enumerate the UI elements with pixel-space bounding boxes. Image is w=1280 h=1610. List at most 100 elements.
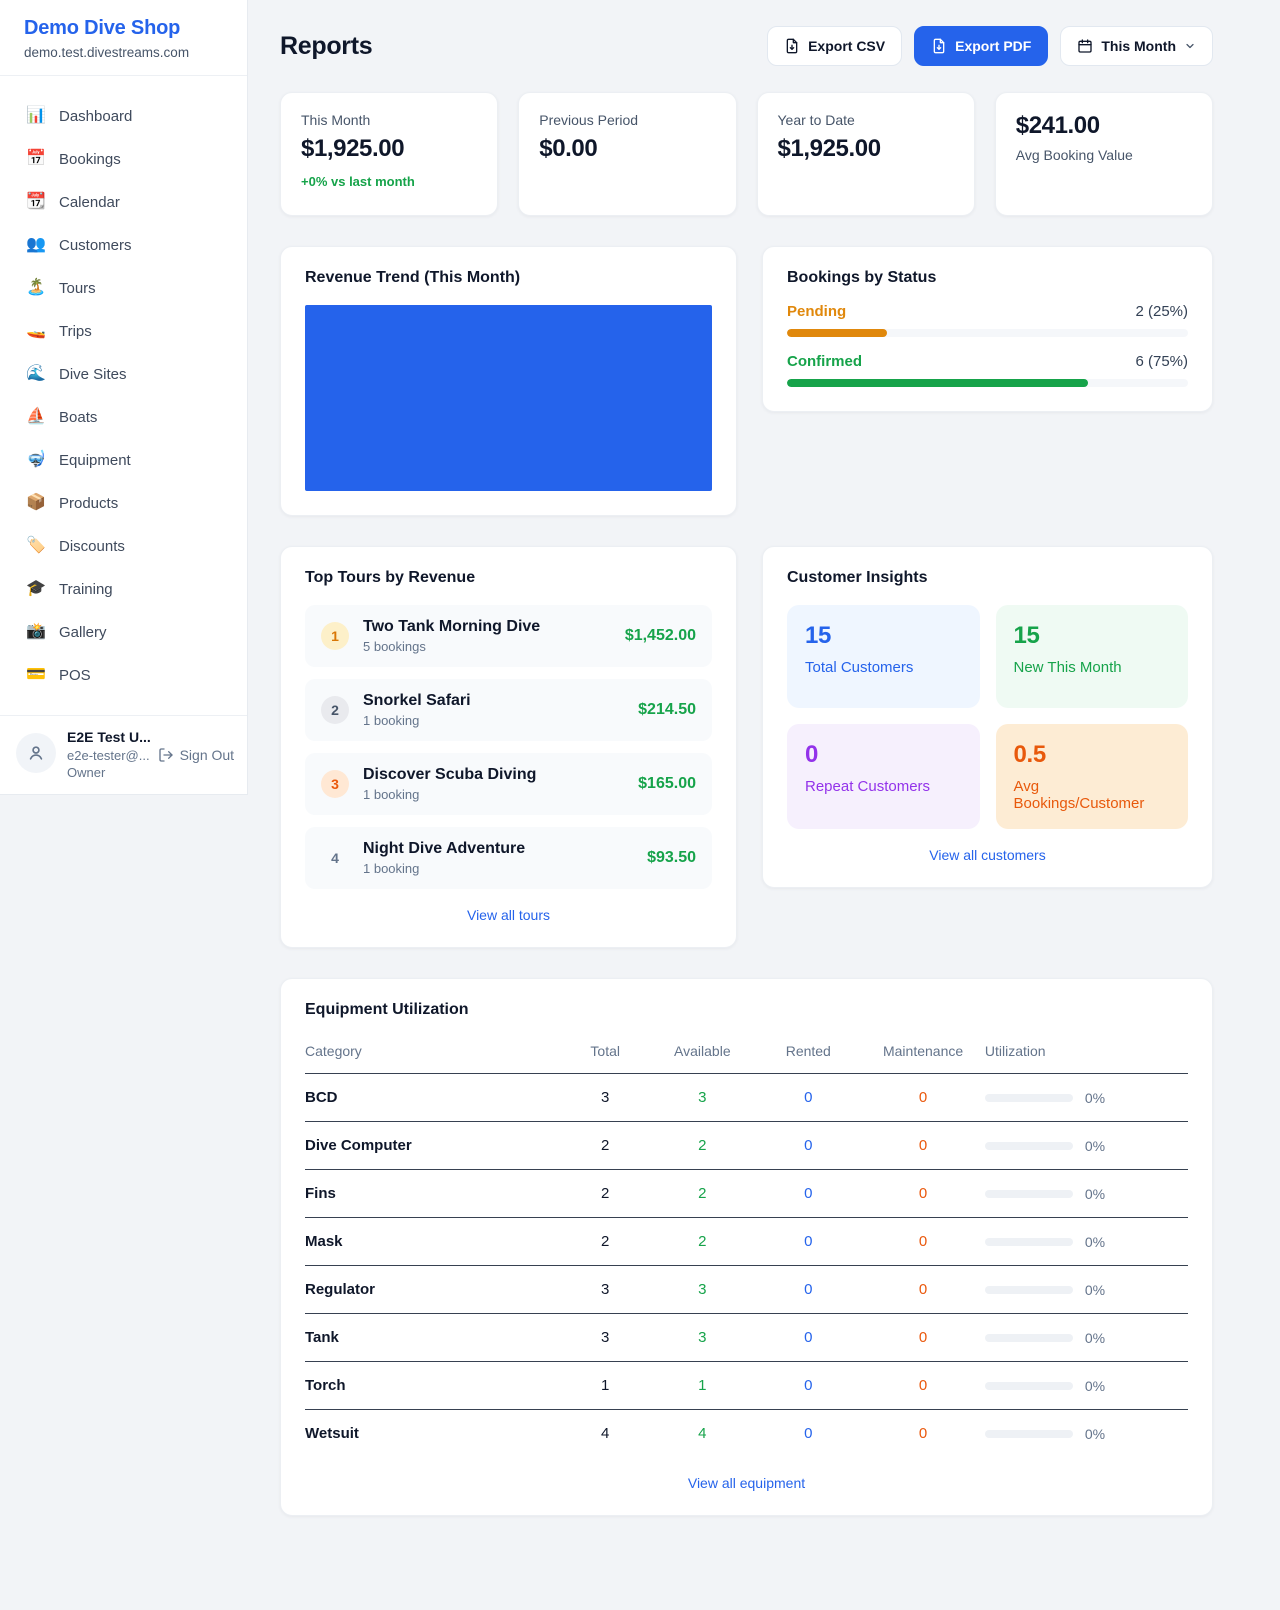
revenue-trend-panel: Revenue Trend (This Month) [280, 246, 737, 516]
utilization-bar [984, 1381, 1073, 1390]
tour-name: Night Dive Adventure [363, 840, 526, 857]
table-row: Dive Computer 2 2 0 0 0% [305, 1121, 1188, 1170]
utilization-cell: 0% [984, 1265, 1188, 1314]
utilization-cell: 0% [984, 1121, 1188, 1170]
sidebar-item-dive-sites[interactable]: 🌊 Dive Sites [14, 354, 233, 394]
sidebar-item-customers[interactable]: 👥 Customers [14, 225, 233, 265]
sidebar-item-tours[interactable]: 🏝️ Tours [14, 268, 233, 308]
view-all-tours-link[interactable]: View all tours [466, 907, 550, 923]
status-label: Confirmed [787, 353, 862, 370]
export-csv-label: Export CSV [808, 38, 886, 54]
utilization-cell: 0% [984, 1073, 1188, 1122]
sidebar-item-gallery[interactable]: 📸 Gallery [14, 612, 233, 652]
tour-name: Snorkel Safari [363, 692, 471, 709]
period-dropdown[interactable]: This Month [1060, 26, 1213, 66]
panel-title: Top Tours by Revenue [305, 569, 476, 586]
sidebar-item-bookings[interactable]: 📅 Bookings [14, 139, 233, 179]
calendar-icon [1078, 39, 1093, 53]
category-cell: Fins [305, 1169, 562, 1218]
list-item[interactable]: 4 Night Dive Adventure 1 booking $93.50 [305, 827, 712, 889]
header-actions: Export CSV Export PDF This Month [767, 26, 1213, 66]
stat-card-previous-period: Previous Period $0.00 [518, 92, 737, 216]
sidebar-item-calendar[interactable]: 📆 Calendar [14, 182, 233, 222]
table-row: Regulator 3 3 0 0 0% [305, 1265, 1188, 1314]
panel-title: Customer Insights [787, 569, 928, 586]
sidebar-item-training[interactable]: 🎓 Training [14, 569, 233, 609]
revenue-trend-chart [305, 305, 712, 491]
insight-card-repeat-customers: 0 Repeat Customers [787, 724, 980, 829]
utilization-pct: 0% [1084, 1089, 1106, 1106]
sidebar-item-label: Equipment [59, 451, 131, 469]
insight-value: 15 [805, 622, 832, 649]
rented-cell: 0 [755, 1121, 862, 1170]
sidebar-item-discounts[interactable]: 🏷️ Discounts [14, 526, 233, 566]
category-cell: Tank [305, 1313, 562, 1362]
total-cell: 2 [561, 1121, 650, 1170]
sidebar: Demo Dive Shop demo.test.divestreams.com… [0, 0, 248, 795]
sidebar-item-label: POS [59, 666, 91, 684]
insight-label: Total Customers [805, 659, 914, 676]
rank-badge: 3 [321, 770, 349, 798]
list-item[interactable]: 3 Discover Scuba Diving 1 booking $165.0… [305, 753, 712, 815]
file-download-icon [786, 38, 798, 54]
export-csv-button[interactable]: Export CSV [767, 26, 903, 66]
sidebar-item-label: Calendar [59, 193, 120, 211]
column-header: Total [590, 1043, 620, 1059]
category-cell: Dive Computer [305, 1121, 562, 1170]
tour-amount: $93.50 [647, 849, 696, 866]
sidebar-item-label: Training [59, 580, 113, 598]
main-content: Reports Export CSV Export PDF This Month [248, 0, 1280, 1556]
available-cell: 2 [649, 1121, 756, 1170]
sign-out-icon [158, 748, 173, 762]
stat-label: Avg Booking Value [1015, 147, 1133, 163]
sidebar-item-pos[interactable]: 💳 POS [14, 655, 233, 688]
maintenance-cell: 0 [861, 1265, 985, 1314]
list-item[interactable]: 1 Two Tank Morning Dive 5 bookings $1,45… [305, 605, 712, 667]
view-all-customers-link[interactable]: View all customers [929, 847, 1046, 863]
sidebar-item-label: Gallery [59, 623, 107, 641]
utilization-pct: 0% [1084, 1137, 1106, 1154]
insight-label: New This Month [1013, 659, 1122, 676]
export-pdf-button[interactable]: Export PDF [914, 26, 1049, 66]
insight-card-total-customers: 15 Total Customers [787, 605, 980, 708]
list-item[interactable]: 2 Snorkel Safari 1 booking $214.50 [305, 679, 712, 741]
utilization-bar [984, 1237, 1073, 1246]
view-all-equipment-link[interactable]: View all equipment [687, 1475, 806, 1491]
utilization-bar [984, 1429, 1073, 1438]
sign-out-button[interactable]: Sign Out [158, 747, 234, 763]
sidebar-item-dashboard[interactable]: 📊 Dashboard [14, 96, 233, 136]
column-header: Rented [785, 1043, 831, 1059]
graduation-cap-icon: 🎓 [26, 580, 46, 597]
stats-row: This Month $1,925.00 +0% vs last month P… [280, 92, 1213, 216]
category-cell: Mask [305, 1217, 562, 1266]
sign-out-label: Sign Out [179, 747, 235, 763]
stat-delta: +0% vs last month [301, 174, 415, 189]
stat-card-year-to-date: Year to Date $1,925.00 [756, 92, 975, 216]
column-header: Maintenance [882, 1043, 964, 1059]
maintenance-cell: 0 [861, 1409, 985, 1457]
stat-value: $241.00 [1015, 112, 1100, 139]
panel-title: Bookings by Status [787, 269, 937, 286]
user-footer: E2E Test U... e2e-tester@... Sign Out Ow… [0, 715, 247, 794]
tour-bookings: 1 booking [363, 787, 420, 802]
insight-value: 0 [805, 741, 819, 768]
tour-amount: $214.50 [638, 701, 696, 718]
speedboat-icon: 🚤 [26, 322, 46, 339]
user-name: E2E Test U... [67, 729, 151, 745]
stat-label: Previous Period [539, 112, 639, 128]
status-label: Pending [787, 303, 847, 320]
total-cell: 3 [561, 1073, 650, 1122]
maintenance-cell: 0 [861, 1361, 985, 1410]
table-row: Wetsuit 4 4 0 0 0% [305, 1409, 1188, 1457]
insight-value: 15 [1013, 622, 1040, 649]
sidebar-item-trips[interactable]: 🚤 Trips [14, 311, 233, 351]
stat-card-avg-booking-value: $241.00 Avg Booking Value [994, 92, 1213, 216]
rank-badge: 2 [321, 696, 349, 724]
category-cell: Wetsuit [305, 1409, 562, 1457]
rented-cell: 0 [755, 1073, 862, 1122]
sidebar-item-boats[interactable]: ⛵ Boats [14, 397, 233, 437]
sidebar-item-label: Bookings [59, 150, 121, 168]
sidebar-item-products[interactable]: 📦 Products [14, 483, 233, 523]
sidebar-item-equipment[interactable]: 🤿 Equipment [14, 440, 233, 480]
insights-row: Top Tours by Revenue 1 Two Tank Morning … [280, 546, 1213, 948]
